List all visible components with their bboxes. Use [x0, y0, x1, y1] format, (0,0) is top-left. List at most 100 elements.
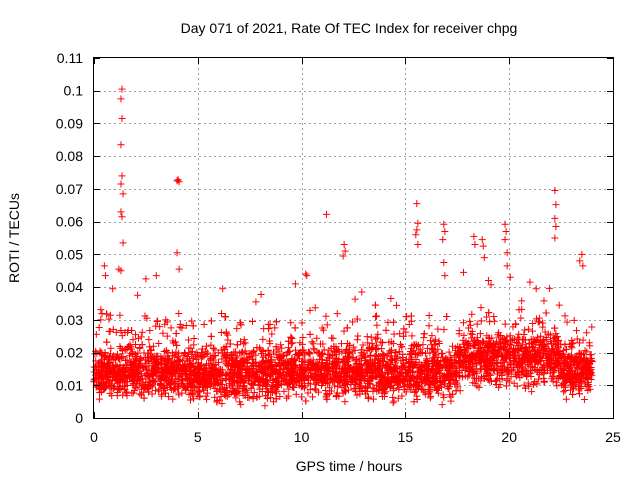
data-point [317, 352, 325, 360]
data-point [493, 375, 501, 383]
data-point [129, 362, 137, 370]
data-point [424, 367, 432, 375]
data-point [148, 367, 156, 375]
data-point [497, 363, 505, 371]
data-point [129, 377, 137, 385]
data-point [173, 357, 181, 365]
data-point [324, 380, 332, 388]
data-point [448, 342, 456, 350]
data-point [352, 375, 360, 383]
data-point [510, 379, 518, 387]
y-axis-label: ROTI / TECUs [6, 193, 22, 283]
data-point [262, 352, 270, 360]
data-point [323, 321, 331, 329]
data-point [466, 364, 474, 372]
data-point [320, 372, 328, 380]
data-point [301, 382, 309, 390]
data-point [132, 331, 140, 339]
data-point [580, 396, 588, 404]
data-point [221, 313, 229, 321]
data-point [475, 383, 483, 391]
data-point [98, 310, 106, 318]
data-point [186, 396, 194, 404]
data-point [551, 234, 559, 242]
data-point [441, 227, 449, 235]
y-tick-label: 0.06 [56, 214, 83, 230]
data-point [268, 382, 276, 390]
data-point [437, 362, 445, 370]
data-point [410, 377, 418, 385]
data-point [399, 378, 407, 386]
data-point [583, 373, 591, 381]
data-point [318, 356, 326, 364]
data-point [290, 356, 298, 364]
data-point [306, 306, 314, 314]
data-point [371, 301, 379, 309]
data-point [274, 382, 282, 390]
data-point [372, 312, 380, 320]
data-point [487, 362, 495, 370]
data-point [335, 378, 343, 386]
data-point [238, 348, 246, 356]
data-point [441, 380, 449, 388]
data-point [502, 382, 510, 390]
data-point [483, 339, 491, 347]
data-point [217, 393, 225, 401]
data-point [528, 327, 536, 335]
data-point [166, 383, 174, 391]
data-point [188, 317, 196, 325]
data-point [571, 373, 579, 381]
data-point [190, 335, 198, 343]
data-point [133, 383, 141, 391]
data-point [414, 341, 422, 349]
data-point [312, 380, 320, 388]
data-point [554, 337, 562, 345]
data-point [351, 357, 359, 365]
data-point [155, 385, 163, 393]
data-point [517, 314, 525, 322]
data-point [402, 373, 410, 381]
data-point [174, 374, 182, 382]
data-point [223, 361, 231, 369]
data-point [178, 372, 186, 380]
data-point [318, 381, 326, 389]
data-point [483, 313, 491, 321]
data-point [540, 377, 548, 385]
data-point [100, 262, 108, 270]
data-point [143, 371, 151, 379]
data-point [459, 319, 467, 327]
data-point [251, 373, 259, 381]
data-point [191, 384, 199, 392]
data-point [340, 327, 348, 335]
data-point [572, 361, 580, 369]
data-point [240, 336, 248, 344]
data-point [588, 371, 596, 379]
data-point [156, 380, 164, 388]
data-point [551, 324, 559, 332]
data-point [560, 353, 568, 361]
data-point [440, 259, 448, 267]
data-point [209, 344, 217, 352]
data-point [431, 373, 439, 381]
data-point [559, 347, 567, 355]
data-point [217, 365, 225, 373]
data-point [470, 369, 478, 377]
data-point [502, 227, 510, 235]
data-point [182, 321, 190, 329]
data-point [439, 236, 447, 244]
data-point [529, 320, 537, 328]
data-point [503, 368, 511, 376]
data-point [129, 336, 137, 344]
data-point [470, 374, 478, 382]
data-point [569, 358, 577, 366]
data-point [257, 290, 265, 298]
data-point [194, 388, 202, 396]
data-point [425, 322, 433, 330]
data-point [300, 346, 308, 354]
data-point [474, 347, 482, 355]
data-point [581, 378, 589, 386]
data-point [425, 360, 433, 368]
data-point [357, 382, 365, 390]
data-point [498, 371, 506, 379]
